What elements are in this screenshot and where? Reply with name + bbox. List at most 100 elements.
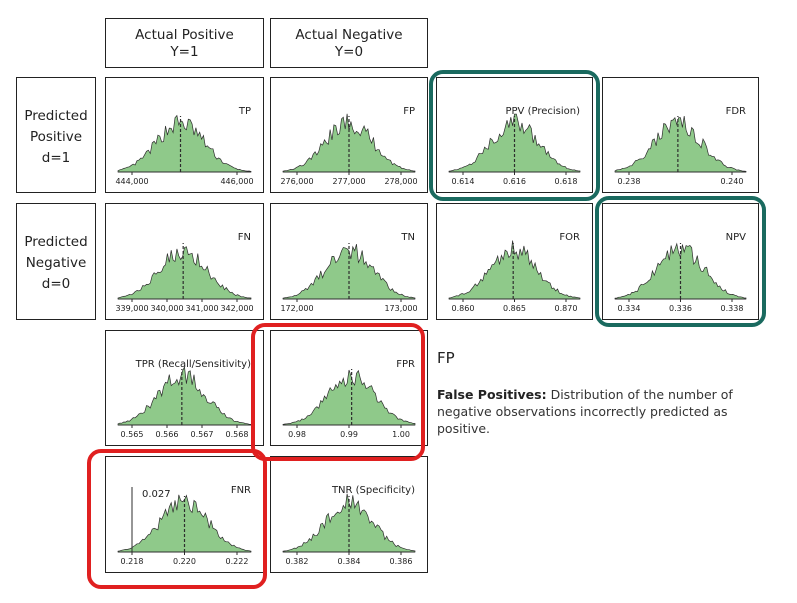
panel-fn[interactable]: FN 339,000 340,000 341,000 342,000 — [105, 203, 264, 320]
tick-label: 0.566 — [156, 430, 179, 439]
tick-label: 0.384 — [338, 557, 361, 566]
panel-tn[interactable]: TN 172,000 173,000 — [270, 203, 428, 320]
tick-label: 0.238 — [618, 177, 641, 186]
panel-fnr[interactable]: FNR 0.218 0.220 0.222 0.027 — [105, 456, 264, 573]
tick-label: 278,000 — [384, 177, 417, 186]
panel-title: FDR — [726, 106, 746, 117]
chart-tn: TN 172,000 173,000 — [271, 204, 427, 319]
description-title: FP — [437, 349, 455, 367]
tick-label: 339,000 — [115, 304, 148, 313]
header-actual-positive-sub: Y=1 — [170, 44, 199, 60]
distribution-area — [614, 116, 747, 173]
tick-label: 340,000 — [150, 304, 183, 313]
chart-svg-fnr: FNR 0.218 0.220 0.222 0.027 — [117, 485, 252, 566]
distribution-area — [282, 493, 416, 553]
row-predicted-negative-line1: Predicted — [24, 234, 88, 250]
panel-fp[interactable]: FP 276,000 277,000 278,000 — [270, 77, 428, 193]
row-predicted-negative-line2: Negative — [25, 255, 87, 271]
chart-svg-tpr: TPR (Recall/Sensitivity) 0.565 0.566 0.567 0… — [117, 359, 252, 439]
chart-ppv: PPV (Precision) 0.614 0.616 0.618 — [437, 78, 592, 192]
row-predicted-positive-line3: d=1 — [41, 150, 71, 166]
tick-label: 0.334 — [618, 304, 641, 313]
chart-svg-tnr: TNR (Specificity) 0.382 0.384 0.386 — [282, 485, 416, 566]
tick-label: 0.614 — [452, 177, 475, 186]
panel-title: FOR — [559, 232, 580, 243]
tick-label: 277,000 — [332, 177, 365, 186]
panel-tpr[interactable]: TPR (Recall/Sensitivity) 0.565 0.566 0.567 0… — [105, 330, 264, 446]
header-actual-positive: Actual Positive Y=1 — [105, 18, 264, 68]
panel-npv[interactable]: NPV 0.334 0.336 0.338 — [602, 203, 759, 320]
panel-title: FNR — [231, 485, 251, 496]
tick-label: 0.567 — [191, 430, 214, 439]
panel-title: TPR (Recall/Sensitivity) — [135, 359, 251, 370]
panel-ppv[interactable]: PPV (Precision) 0.614 0.616 0.618 — [436, 77, 593, 193]
tick-label: 0.565 — [121, 430, 144, 439]
distribution-area — [117, 494, 252, 553]
distribution-area — [448, 240, 581, 300]
chart-fnr: FNR 0.218 0.220 0.222 0.027 — [106, 457, 263, 572]
row-predicted-negative-line3: d=0 — [41, 276, 71, 292]
tick-label: 0.220 — [173, 557, 196, 566]
panel-title: TNR (Specificity) — [331, 485, 415, 496]
chart-fdr: FDR 0.238 0.240 — [603, 78, 758, 192]
tick-label: 342,000 — [220, 304, 253, 313]
chart-fpr: FPR 0.98 0.99 1.00 — [271, 331, 427, 445]
chart-svg-fp: FP 276,000 277,000 278,000 — [280, 106, 417, 186]
chart-svg-fn: FN 339,000 340,000 341,000 342,000 — [115, 232, 253, 313]
panel-title: FP — [403, 106, 415, 117]
chart-svg-tp: TP 444,000 446,000 — [115, 106, 253, 186]
tick-label: 0.870 — [555, 304, 578, 313]
distribution-area — [117, 365, 252, 426]
chart-svg-npv: NPV 0.334 0.336 0.338 — [614, 232, 747, 313]
description-text: Distribution of the number of negative o… — [437, 387, 733, 436]
panel-title: TN — [400, 232, 415, 243]
tick-label: 276,000 — [280, 177, 313, 186]
row-predicted-positive-line1: Predicted — [24, 108, 88, 124]
tick-label: 0.865 — [503, 304, 526, 313]
tick-label: 0.240 — [721, 177, 744, 186]
description-bold: False Positives: — [437, 387, 547, 402]
distribution-area — [117, 246, 252, 300]
row-predicted-positive-line2: Positive — [29, 129, 83, 145]
tick-label: 341,000 — [185, 304, 218, 313]
chart-svg-fdr: FDR 0.238 0.240 — [614, 106, 747, 186]
panel-title: FN — [238, 232, 251, 243]
chart-fn: FN 339,000 340,000 341,000 342,000 — [106, 204, 263, 319]
panel-fpr[interactable]: FPR 0.98 0.99 1.00 — [270, 330, 428, 446]
description-body: False Positives: Distribution of the num… — [437, 386, 772, 437]
chart-svg-tn: TN 172,000 173,000 — [280, 232, 417, 313]
row-predicted-positive: Predicted Positive d=1 — [16, 77, 96, 193]
tick-label: 0.382 — [286, 557, 309, 566]
panel-fdr[interactable]: FDR 0.238 0.240 — [602, 77, 759, 193]
chart-svg-ppv: PPV (Precision) 0.614 0.616 0.618 — [448, 106, 581, 186]
tick-label: 0.218 — [121, 557, 144, 566]
tick-label: 0.336 — [669, 304, 692, 313]
tick-label: 173,000 — [384, 304, 417, 313]
panel-for[interactable]: FOR 0.860 0.865 0.870 — [436, 203, 593, 320]
header-actual-positive-label: Actual Positive — [135, 27, 234, 43]
chart-tp: TP 444,000 446,000 — [106, 78, 263, 192]
row-predicted-negative: Predicted Negative d=0 — [16, 203, 96, 320]
tick-label: 0.99 — [340, 430, 358, 439]
tick-label: 446,000 — [220, 177, 253, 186]
annotation-label: 0.027 — [142, 489, 171, 500]
chart-svg-fpr: FPR 0.98 0.99 1.00 — [282, 359, 416, 439]
header-actual-negative: Actual Negative Y=0 — [270, 18, 428, 68]
header-actual-negative-label: Actual Negative — [295, 27, 403, 43]
tick-label: 0.222 — [226, 557, 249, 566]
distribution-area — [282, 113, 416, 173]
panel-tp[interactable]: TP 444,000 446,000 — [105, 77, 264, 193]
tick-label: 0.616 — [503, 177, 526, 186]
chart-tpr: TPR (Recall/Sensitivity) 0.565 0.566 0.567 0… — [106, 331, 263, 445]
tick-label: 0.860 — [452, 304, 475, 313]
tick-label: 0.568 — [226, 430, 249, 439]
tick-label: 444,000 — [115, 177, 148, 186]
panel-tnr[interactable]: TNR (Specificity) 0.382 0.384 0.386 — [270, 456, 428, 573]
chart-fp: FP 276,000 277,000 278,000 — [271, 78, 427, 192]
distribution-area — [117, 114, 252, 173]
distribution-area — [448, 113, 581, 173]
distribution-area — [282, 369, 416, 426]
tick-label: 0.618 — [555, 177, 578, 186]
chart-tnr: TNR (Specificity) 0.382 0.384 0.386 — [271, 457, 427, 572]
panel-title: TP — [238, 106, 251, 117]
